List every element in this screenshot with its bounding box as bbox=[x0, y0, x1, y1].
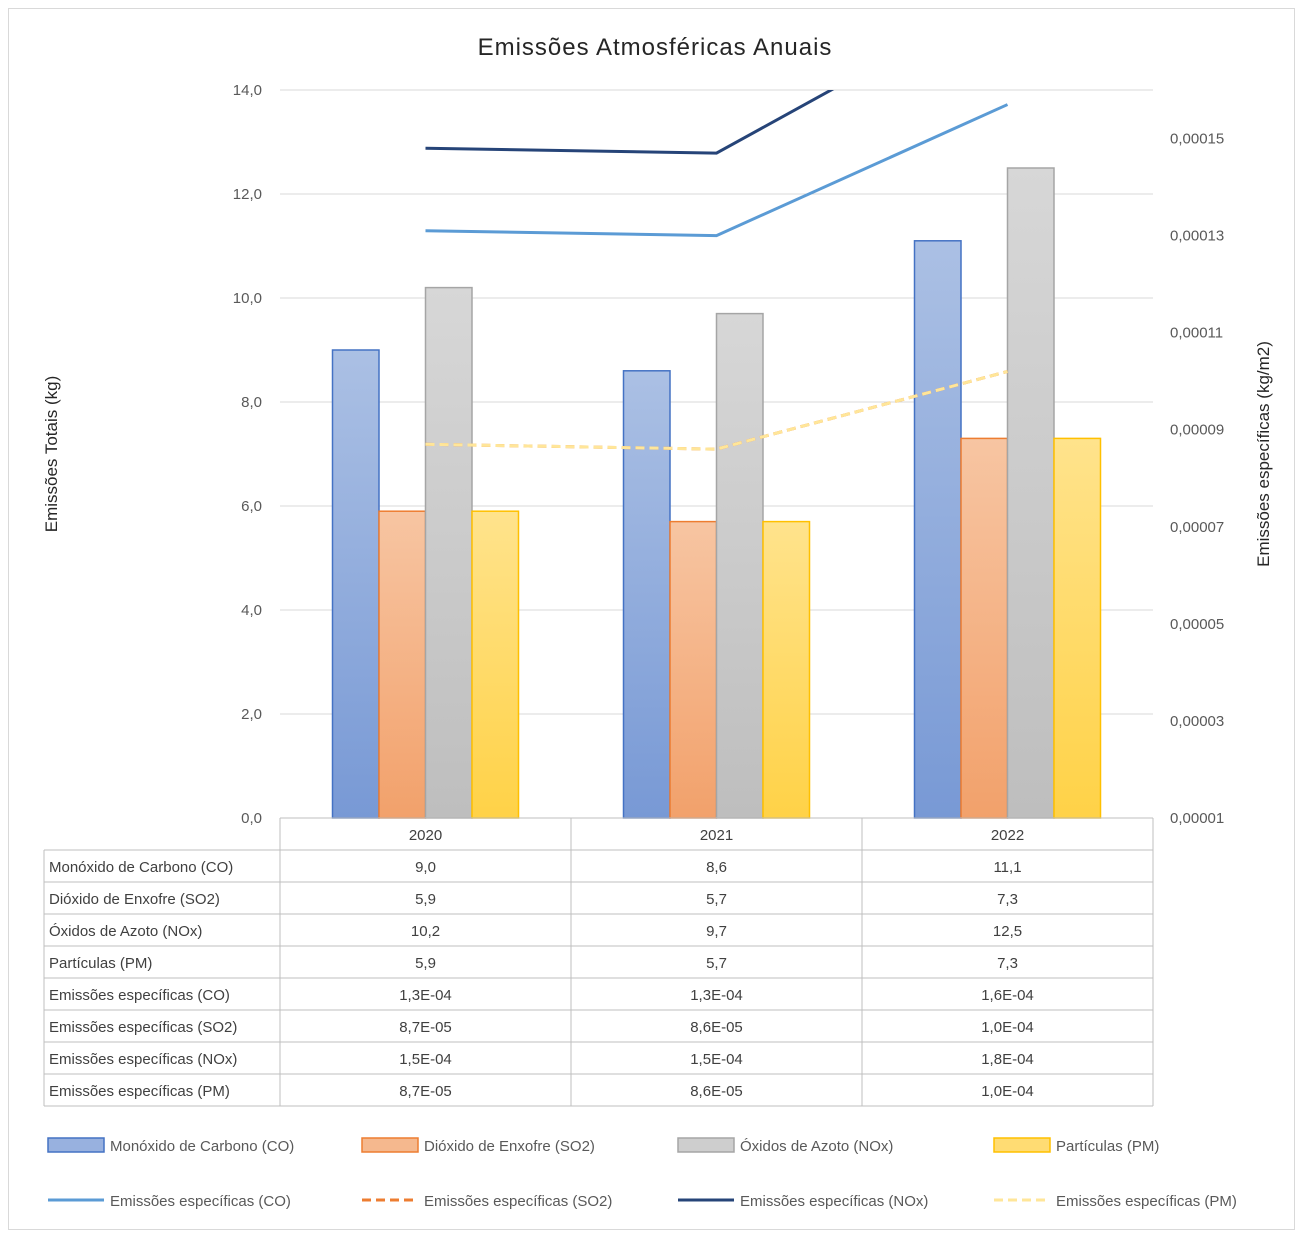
lines bbox=[425, 90, 1009, 451]
table-cell: 8,6 bbox=[706, 859, 727, 876]
bars bbox=[331, 167, 1102, 819]
legend-label: Emissões específicas (NOx) bbox=[740, 1193, 928, 1210]
y2-tick-label: 0,00015 bbox=[1170, 131, 1224, 148]
line-emissoes-especificas-nox bbox=[425, 90, 835, 155]
bar-monoxido-de-carbono-co-2022 bbox=[913, 240, 962, 819]
legend-item-emissoes-especificas-nox: Emissões específicas (NOx) bbox=[678, 1193, 928, 1210]
y-tick-label: 6,0 bbox=[241, 498, 262, 515]
y-tick-label: 12,0 bbox=[233, 186, 262, 203]
table-cell: 12,5 bbox=[993, 923, 1022, 940]
table-cell: 1,6E-04 bbox=[981, 987, 1034, 1004]
table-cell: 7,3 bbox=[997, 955, 1018, 972]
table-cell: 1,3E-04 bbox=[690, 987, 743, 1004]
bar-particulas-pm-2022 bbox=[1053, 437, 1102, 819]
bar-dioxido-de-enxofre-so2-2021 bbox=[669, 520, 718, 819]
y-tick-label: 14,0 bbox=[233, 82, 262, 99]
legend-item-dioxido-de-enxofre-so2: Dióxido de Enxofre (SO2) bbox=[361, 1137, 595, 1155]
legend-label: Emissões específicas (PM) bbox=[1056, 1193, 1237, 1210]
legend-item-oxidos-de-azoto-nox: Óxidos de Azoto (NOx) bbox=[677, 1137, 893, 1155]
table-row-label: Emissões específicas (PM) bbox=[49, 1083, 230, 1100]
y2-tick-label: 0,00011 bbox=[1170, 325, 1223, 342]
table-cell: 1,8E-04 bbox=[981, 1051, 1034, 1068]
table-cell: 5,7 bbox=[706, 891, 727, 908]
legend-label: Partículas (PM) bbox=[1056, 1138, 1159, 1155]
chart-title: Emissões Atmosféricas Anuais bbox=[478, 34, 833, 61]
table-row-label: Dióxido de Enxofre (SO2) bbox=[49, 891, 220, 908]
y2-tick-label: 0,00009 bbox=[1170, 422, 1224, 439]
table-cell: 1,5E-04 bbox=[399, 1051, 452, 1068]
y2-axis-title: Emissões específicas (kg/m2) bbox=[1254, 341, 1273, 567]
bar-oxidos-de-azoto-nox-2022 bbox=[1006, 167, 1055, 819]
y2-tick-label: 0,00005 bbox=[1170, 616, 1224, 633]
legend-swatch bbox=[677, 1137, 735, 1153]
y2-tick-label: 0,00003 bbox=[1170, 713, 1224, 730]
bar-oxidos-de-azoto-nox-2021 bbox=[715, 312, 764, 819]
legend-swatch bbox=[361, 1137, 419, 1153]
table-row-label: Emissões específicas (CO) bbox=[49, 987, 230, 1004]
table-cell: 5,9 bbox=[415, 891, 436, 908]
table-row-label: Partículas (PM) bbox=[49, 955, 152, 972]
bar-monoxido-de-carbono-co-2021 bbox=[622, 370, 671, 819]
table-cell: 11,1 bbox=[993, 859, 1021, 876]
table-cell: 5,7 bbox=[706, 955, 727, 972]
y2-tick-label: 0,00007 bbox=[1170, 519, 1224, 536]
y-tick-label: 2,0 bbox=[241, 706, 262, 723]
table-cell: 5,9 bbox=[415, 955, 436, 972]
table-row-label: Emissões específicas (NOx) bbox=[49, 1051, 237, 1068]
bar-particulas-pm-2020 bbox=[471, 510, 520, 819]
legend-label: Emissões específicas (SO2) bbox=[424, 1193, 612, 1210]
legend-label: Dióxido de Enxofre (SO2) bbox=[424, 1138, 595, 1155]
table-row-label: Monóxido de Carbono (CO) bbox=[49, 859, 233, 876]
y2-tick-label: 0,00001 bbox=[1170, 810, 1224, 827]
bar-dioxido-de-enxofre-so2-2022 bbox=[960, 437, 1009, 819]
table-cell: 8,6E-05 bbox=[690, 1019, 743, 1036]
line-emissoes-especificas-co bbox=[425, 103, 1009, 238]
table-row-label: Emissões específicas (SO2) bbox=[49, 1019, 237, 1036]
data-table: 2020 2021 2022 Monóxido de Carbono (CO) 9,0 8… bbox=[43, 817, 1154, 1107]
line-emissoes-especificas-pm bbox=[425, 370, 1008, 451]
legend: Monóxido de Carbono (CO) Dióxido de Enxof… bbox=[47, 1137, 1237, 1210]
table-cell: 8,7E-05 bbox=[399, 1083, 452, 1100]
y2-axis-ticks: 0,00001 0,00003 0,00005 0,00007 0,00009 0,000… bbox=[1170, 131, 1224, 827]
legend-item-emissoes-especificas-co: Emissões específicas (CO) bbox=[48, 1193, 291, 1210]
bar-dioxido-de-enxofre-so2-2020 bbox=[378, 510, 427, 819]
y-tick-label: 8,0 bbox=[241, 394, 262, 411]
legend-swatch bbox=[993, 1137, 1051, 1153]
table-header-2020: 2020 bbox=[409, 827, 442, 844]
table-row-label: Óxidos de Azoto (NOx) bbox=[49, 923, 202, 940]
legend-label: Monóxido de Carbono (CO) bbox=[110, 1138, 294, 1155]
table-cell: 10,2 bbox=[411, 923, 440, 940]
bar-particulas-pm-2021 bbox=[762, 520, 811, 819]
bar-monoxido-de-carbono-co-2020 bbox=[331, 349, 380, 819]
table-header-2022: 2022 bbox=[991, 827, 1024, 844]
legend-swatch bbox=[47, 1137, 105, 1153]
table-cell: 1,0E-04 bbox=[981, 1019, 1034, 1036]
legend-item-emissoes-especificas-pm: Emissões específicas (PM) bbox=[994, 1193, 1237, 1210]
table-cell: 8,7E-05 bbox=[399, 1019, 452, 1036]
legend-label: Emissões específicas (CO) bbox=[110, 1193, 291, 1210]
y-axis-title: Emissões Totais (kg) bbox=[42, 376, 61, 533]
legend-item-emissoes-especificas-so2: Emissões específicas (SO2) bbox=[362, 1193, 612, 1210]
table-cell: 9,7 bbox=[706, 923, 727, 940]
legend-label: Óxidos de Azoto (NOx) bbox=[740, 1138, 893, 1155]
chart-frame bbox=[8, 8, 1295, 1230]
legend-item-particulas-pm: Partículas (PM) bbox=[993, 1137, 1159, 1155]
table-cell: 8,6E-05 bbox=[690, 1083, 743, 1100]
table-cell: 1,3E-04 bbox=[399, 987, 452, 1004]
y-tick-label: 0,0 bbox=[241, 810, 262, 827]
table-cell: 1,5E-04 bbox=[690, 1051, 743, 1068]
y-tick-label: 10,0 bbox=[233, 290, 262, 307]
table-cell: 7,3 bbox=[997, 891, 1018, 908]
y2-tick-label: 0,00013 bbox=[1170, 228, 1224, 245]
bar-oxidos-de-azoto-nox-2020 bbox=[424, 286, 473, 819]
y-axis-ticks: 0,0 2,0 4,0 6,0 8,0 10,0 12,0 14,0 bbox=[233, 82, 262, 827]
legend-item-monoxido-de-carbono-co: Monóxido de Carbono (CO) bbox=[47, 1137, 294, 1155]
table-cell: 9,0 bbox=[415, 859, 436, 876]
table-header-2021: 2021 bbox=[700, 827, 733, 844]
table-cell: 1,0E-04 bbox=[981, 1083, 1034, 1100]
y-tick-label: 4,0 bbox=[241, 602, 262, 619]
